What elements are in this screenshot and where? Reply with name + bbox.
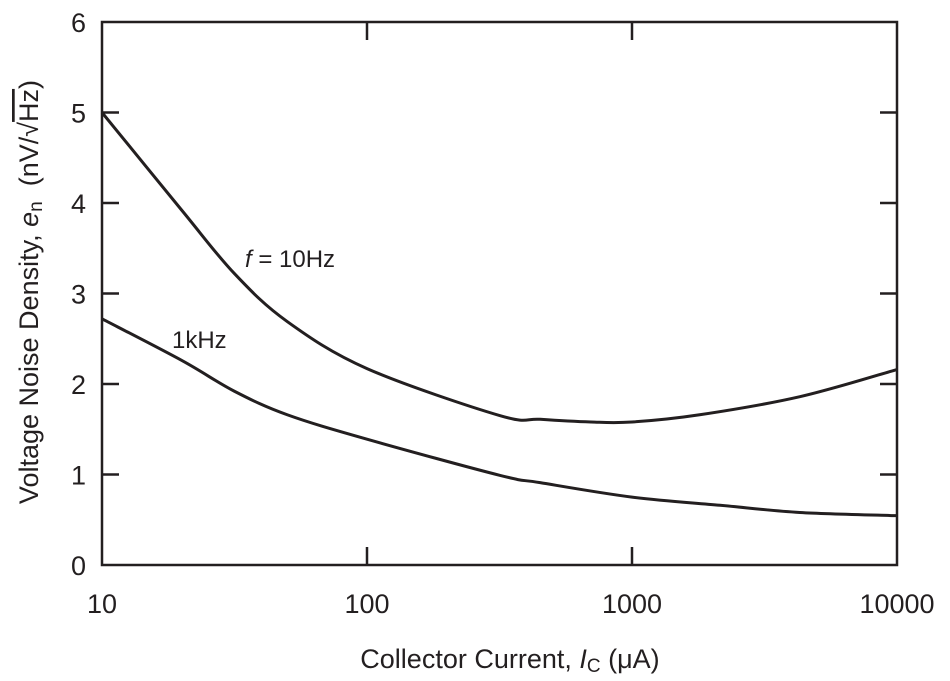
y-tick-label: 2: [71, 370, 86, 400]
curve-1khz: [101, 317, 898, 518]
y-tick-label: 4: [71, 189, 86, 219]
y-tick-label: 5: [71, 99, 86, 129]
x-axis-title-subscript: C: [587, 656, 601, 677]
x-axis-title-text: Collector Current,: [360, 644, 579, 674]
plot-frame: [100, 20, 899, 567]
curves: [100, 111, 898, 518]
y-axis-title-radicand: Hz: [14, 89, 44, 122]
curve-10hz: [100, 111, 898, 425]
y-axis-title-unit-prefix: (nV/: [14, 136, 44, 201]
y-tick-label: 1: [71, 461, 86, 491]
x-tick-label: 10000: [859, 589, 934, 619]
series-label-10hz-f: f: [245, 246, 254, 273]
x-tick-label: 100: [344, 589, 389, 619]
y-tick-labels: 0 1 2 3 4 5 6: [71, 8, 86, 581]
y-tick-label: 3: [71, 280, 86, 310]
y-axis-title-symbol: e: [14, 212, 44, 227]
x-axis-title-symbol: I: [579, 644, 587, 674]
series-label-1khz: 1kHz: [172, 327, 227, 354]
y-tick-label: 6: [71, 8, 86, 38]
axis-ticks: [102, 22, 897, 565]
y-tick-label: 0: [71, 551, 86, 581]
y-axis-title-radical: √: [14, 122, 44, 137]
y-axis-title: Voltage Noise Density, en (nV/√Hz): [14, 80, 47, 504]
y-axis-title-text: Voltage Noise Density,: [14, 227, 44, 504]
x-tick-labels: 10 100 1000 10000: [87, 589, 935, 619]
x-tick-label: 1000: [602, 589, 662, 619]
x-tick-label: 10: [87, 589, 117, 619]
series-label-10hz-rest: = 10Hz: [252, 246, 335, 273]
x-axis-title-unit: (μA): [601, 644, 660, 674]
x-axis-title: Collector Current, IC (μA): [360, 644, 659, 677]
y-axis-title-subscript: n: [26, 201, 47, 212]
y-axis-title-unit-suffix: ): [14, 80, 44, 89]
series-label-10hz: f = 10Hz: [245, 246, 335, 273]
